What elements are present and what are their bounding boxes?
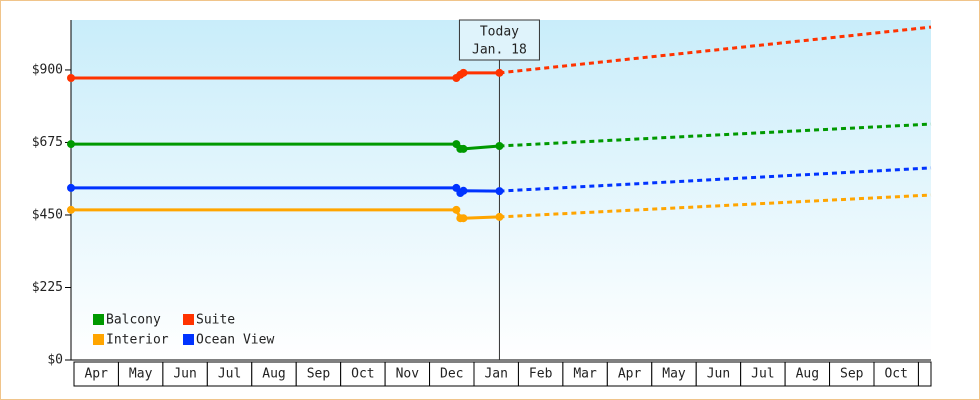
forecast-line: [499, 122, 932, 148]
x-category-box: [429, 361, 475, 387]
legend-label: Interior: [106, 333, 169, 348]
x-tick-label: May: [662, 367, 686, 382]
x-tick-label: May: [129, 367, 153, 382]
today-label: Today: [480, 25, 519, 40]
x-tick-label: Jun: [707, 367, 730, 382]
forecast-line: [499, 193, 932, 219]
legend-swatch: [93, 334, 104, 345]
x-category-box: [917, 361, 932, 387]
point: [452, 205, 461, 214]
x-tick-label: Oct: [884, 367, 907, 382]
x-category-box: [295, 361, 342, 387]
x-category-box: [384, 361, 431, 387]
forecast-line: [499, 25, 932, 75]
point: [495, 142, 504, 151]
x-category-box: [740, 361, 786, 387]
x-tick-label: Nov: [396, 367, 420, 382]
point: [459, 214, 468, 223]
forecast-line: [499, 166, 932, 193]
point: [495, 68, 504, 77]
legend-swatch: [183, 314, 194, 325]
point: [459, 186, 468, 195]
x-category-box: [473, 361, 519, 387]
x-tick-label: Jul: [751, 367, 774, 382]
x-category-box: [606, 361, 653, 387]
x-tick-label: Jul: [218, 367, 241, 382]
x-category-box: [651, 361, 697, 387]
point: [459, 68, 468, 77]
point: [459, 144, 468, 153]
x-tick-label: Jan: [484, 367, 507, 382]
legend-swatch: [93, 314, 104, 325]
y-tick-label: $225: [32, 280, 63, 295]
legend-label: Balcony: [106, 313, 161, 328]
point: [67, 74, 75, 83]
x-category-box: [695, 361, 742, 387]
y-tick-label: $675: [32, 135, 63, 150]
x-category-box: [73, 361, 119, 387]
x-tick-label: Jun: [173, 367, 196, 382]
x-tick-label: Dec: [440, 367, 463, 382]
x-category-box: [162, 361, 208, 387]
x-tick-label: Aug: [796, 367, 819, 382]
today-box: [458, 19, 540, 61]
x-category-box: [340, 361, 386, 387]
x-category-box: [873, 361, 919, 387]
x-tick-label: Sep: [840, 367, 864, 382]
x-category-box: [829, 361, 875, 387]
point: [495, 212, 504, 221]
point: [67, 183, 75, 192]
x-tick-label: Feb: [529, 367, 553, 382]
x-tick-label: Apr: [84, 367, 108, 382]
x-tick-label: Sep: [307, 367, 331, 382]
today-label: Jan. 18: [472, 43, 527, 58]
point: [495, 187, 504, 196]
legend-swatch: [183, 334, 194, 345]
y-tick-label: $0: [47, 353, 63, 368]
legend-label: Suite: [196, 313, 235, 328]
point: [67, 205, 75, 214]
x-tick-label: Aug: [262, 367, 285, 382]
x-category-box: [784, 361, 831, 387]
y-tick-label: $450: [32, 207, 63, 222]
point: [67, 140, 75, 149]
legend-label: Ocean View: [196, 333, 274, 348]
x-category-box: [117, 361, 164, 387]
x-category-box: [251, 361, 297, 387]
x-tick-label: Mar: [573, 367, 597, 382]
y-tick-label: $900: [32, 62, 63, 77]
x-category-box: [206, 361, 253, 387]
x-tick-label: Oct: [351, 367, 374, 382]
x-tick-label: Apr: [618, 367, 642, 382]
